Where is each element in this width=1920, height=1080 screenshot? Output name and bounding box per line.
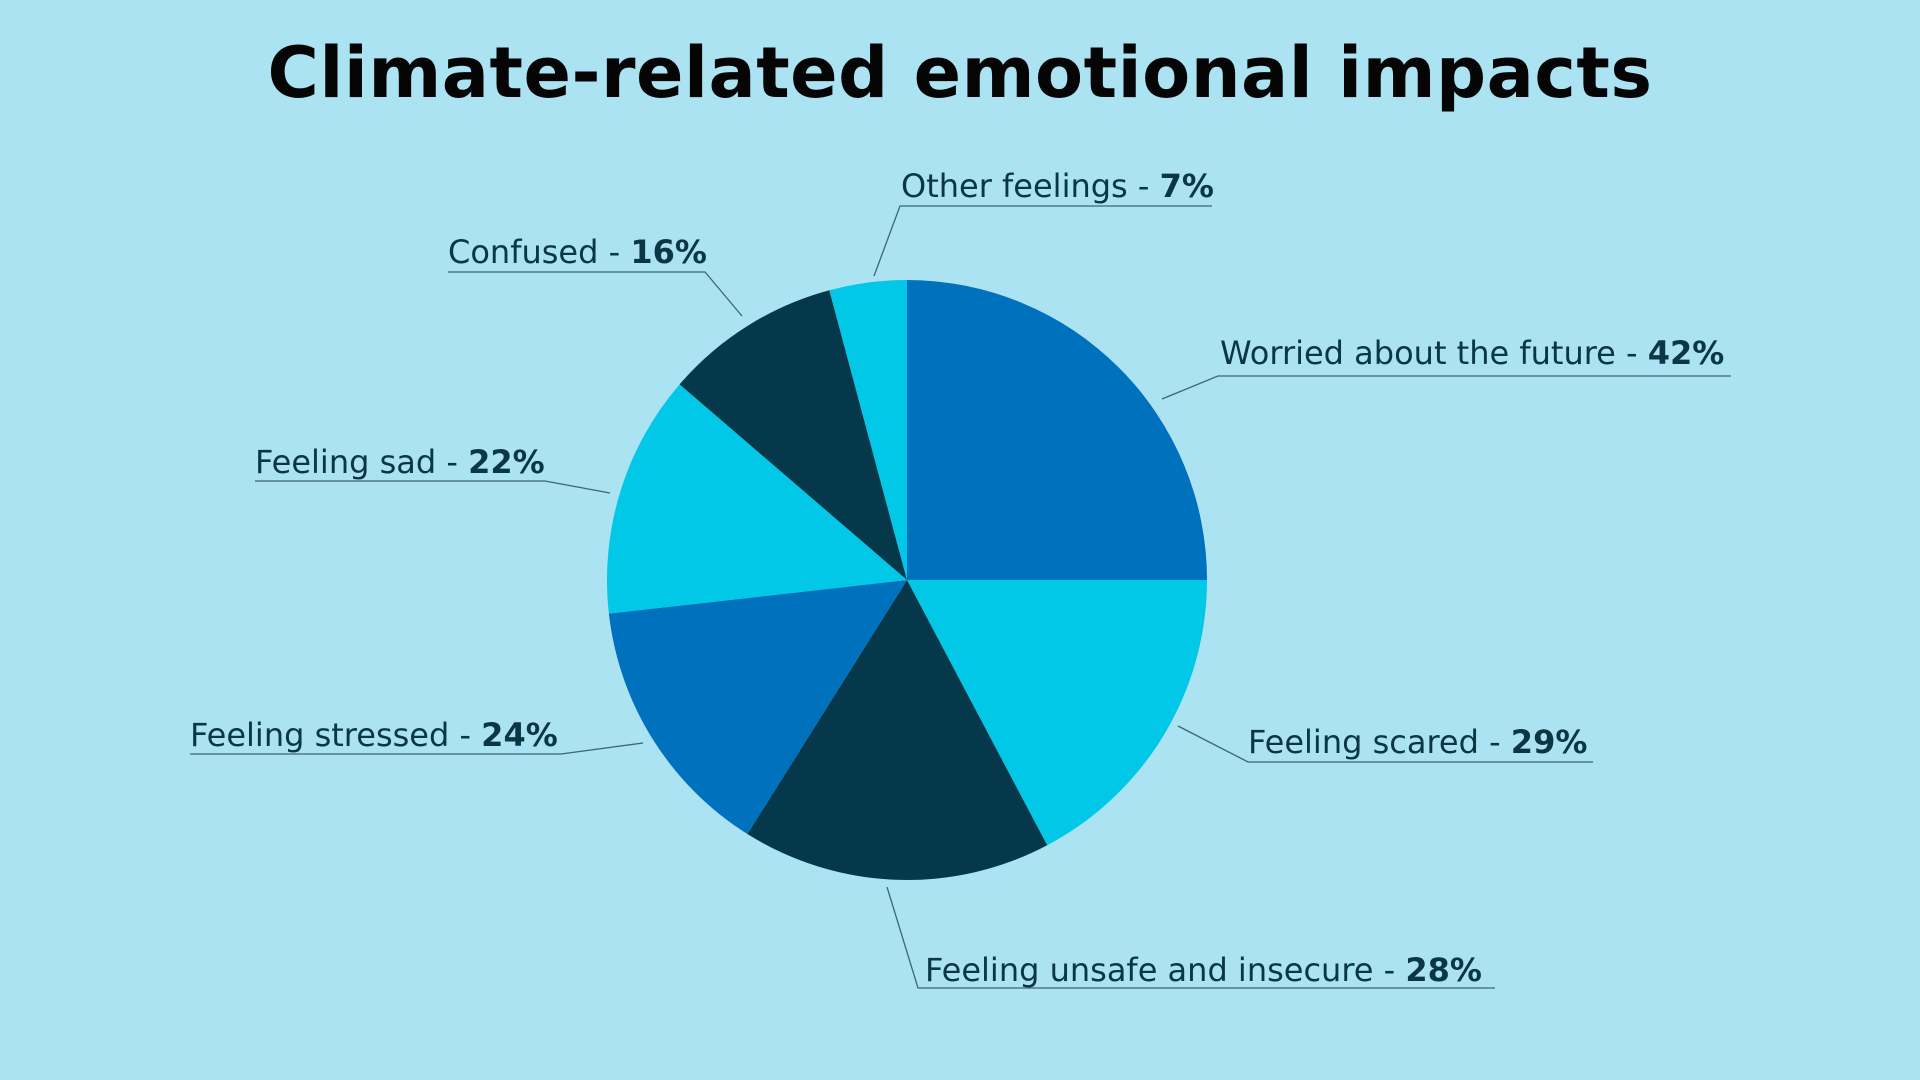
chart-title: Climate-related emotional impacts [267,32,1653,114]
leader-line [190,742,644,755]
data-label-name: Feeling sad - [255,443,468,481]
pie-slice-worried-about-the-future [907,280,1207,580]
data-label: Feeling scared - 29% [1248,723,1587,761]
pie-slice-feeling-sad [607,384,907,614]
data-label-value: 24% [481,716,558,754]
pie-slice-feeling-stressed [608,580,907,835]
data-label-value: 16% [630,233,707,271]
data-label-value: 22% [468,443,545,481]
leader-line [1161,375,1731,400]
pie-slice-other-feelings [829,280,907,580]
data-label-name: Other feelings - [901,167,1160,205]
data-label: Confused - 16% [448,233,707,271]
leader-line [255,480,611,494]
pie-slice-confused [679,290,907,580]
data-label-value: 42% [1648,334,1725,372]
data-label-name: Confused - [448,233,630,271]
data-label-value: 28% [1405,951,1482,989]
data-label-name: Feeling unsafe and insecure - [925,951,1405,989]
data-label: Worried about the future - 42% [1220,334,1724,372]
data-label: Feeling sad - 22% [255,443,545,481]
data-label-name: Worried about the future - [1220,334,1648,372]
data-label: Other feelings - 7% [901,167,1214,205]
data-label: Feeling unsafe and insecure - 28% [925,951,1482,989]
leader-line [448,271,743,317]
leader-line [873,205,1212,277]
data-label-value: 7% [1160,167,1214,205]
data-label-value: 29% [1511,723,1588,761]
data-label-name: Feeling stressed - [190,716,481,754]
data-label-name: Feeling scared - [1248,723,1511,761]
pie-slice-feeling-scared [907,580,1207,846]
leader-line [886,886,1495,989]
pie-slice-feeling-unsafe-and-insecure [747,580,1048,880]
data-label: Feeling stressed - 24% [190,716,558,754]
leader-line [1177,725,1593,763]
